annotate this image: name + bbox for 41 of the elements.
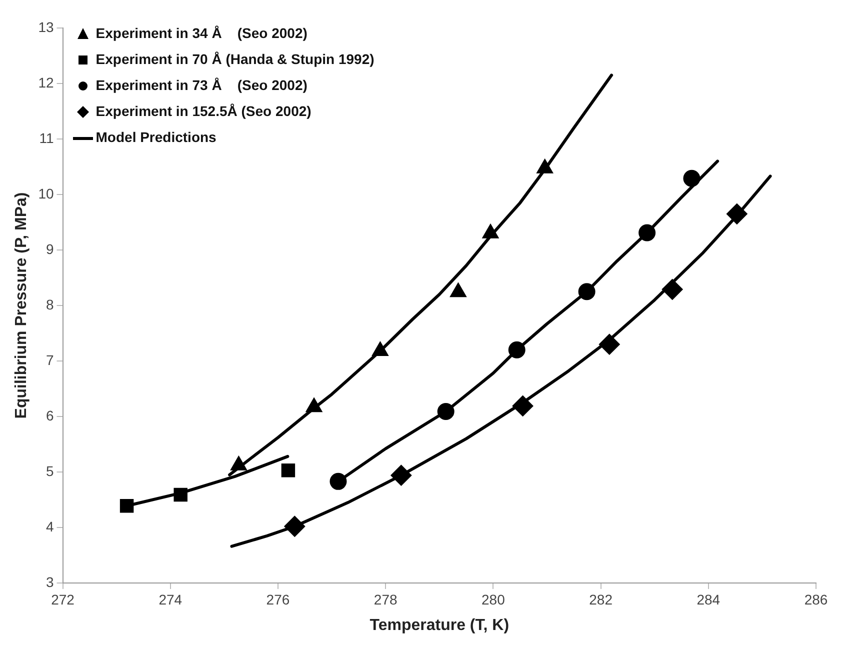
point: [390, 464, 412, 486]
x-tick-label: 280: [482, 591, 506, 608]
x-tick-label: 284: [696, 591, 720, 608]
y-tick-label: 6: [46, 407, 54, 424]
point: [120, 498, 134, 513]
x-tick-label: 272: [51, 591, 75, 608]
legend-label: Experiment in 34 Å (Seo 2002): [96, 25, 308, 41]
point: [437, 403, 454, 420]
y-axis-title: Equilibrium Pressure (P, MPa): [13, 192, 30, 419]
x-axis-title: Temperature (T, K): [370, 616, 510, 634]
legend-label: Experiment in 152.5Å (Seo 2002): [96, 103, 312, 119]
legend-label: Model Predictions: [96, 129, 216, 145]
x-tick-label: 278: [374, 591, 398, 608]
x-tick-label: 286: [804, 591, 828, 608]
point: [330, 472, 347, 490]
point: [174, 488, 188, 502]
x-tick-label: 282: [589, 591, 613, 608]
y-tick-label: 13: [38, 18, 54, 35]
point: [508, 341, 526, 358]
y-tick-label: 9: [46, 240, 54, 257]
point: [281, 463, 296, 478]
legend-label: Experiment in 73 Å (Seo 2002): [96, 77, 308, 93]
point: [512, 395, 534, 416]
y-tick-label: 10: [38, 185, 54, 202]
x-tick-label: 274: [158, 591, 182, 608]
y-tick-label: 12: [38, 74, 54, 90]
y-tick-label: 4: [46, 518, 54, 534]
y-tick-label: 5: [46, 462, 54, 479]
point: [638, 224, 656, 242]
y-tick-label: 8: [46, 296, 54, 312]
point: [284, 516, 306, 537]
point: [578, 283, 596, 300]
y-tick-label: 11: [39, 130, 54, 146]
point: [683, 170, 700, 187]
point: [662, 278, 683, 300]
x-tick-label: 276: [266, 591, 290, 608]
y-tick-label: 7: [46, 352, 54, 368]
point: [726, 203, 748, 224]
y-tick-label: 3: [46, 574, 54, 590]
point: [598, 334, 620, 355]
legend-label: Experiment in 70 Å (Handa & Stupin 1992): [96, 51, 374, 67]
